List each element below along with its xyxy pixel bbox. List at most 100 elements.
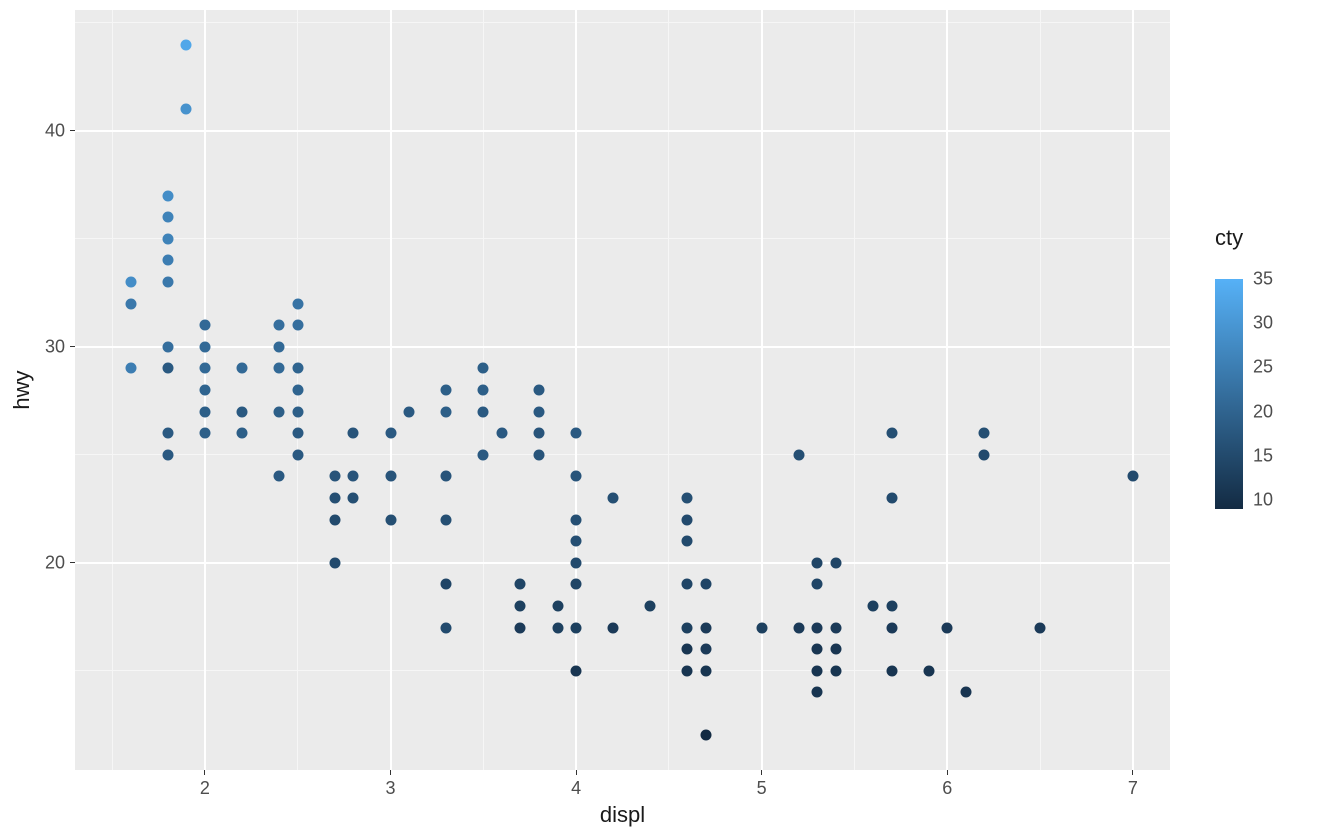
data-point [533,385,544,396]
data-point [125,298,136,309]
data-point [682,622,693,633]
data-point [515,600,526,611]
data-point [348,492,359,503]
data-point [1127,471,1138,482]
x-tick-mark [576,770,577,775]
data-point [812,557,823,568]
legend-tick-label: 35 [1253,269,1273,290]
data-point [237,363,248,374]
data-point [812,622,823,633]
data-point [496,428,507,439]
data-point [608,492,619,503]
gridline-x-minor [1040,10,1041,770]
x-tick-mark [390,770,391,775]
data-point [682,665,693,676]
legend-tick [1243,278,1248,280]
data-point [812,687,823,698]
data-point [125,277,136,288]
gridline-y-major [75,346,1170,348]
data-point [162,212,173,223]
data-point [199,428,210,439]
data-point [292,449,303,460]
data-point [571,428,582,439]
data-point [237,428,248,439]
data-point [979,449,990,460]
data-point [274,406,285,417]
data-point [608,622,619,633]
gridline-x-minor [668,10,669,770]
gridline-y-minor [75,22,1170,23]
data-point [793,622,804,633]
data-point [701,644,712,655]
gridline-y-minor [75,238,1170,239]
data-point [886,622,897,633]
color-legend: cty 101520253035 [1215,225,1243,509]
data-point [682,536,693,547]
data-point [162,255,173,266]
data-point [552,600,563,611]
x-tick-label: 4 [571,778,581,799]
data-point [886,665,897,676]
data-point [812,579,823,590]
data-point [830,557,841,568]
data-point [830,665,841,676]
data-point [385,428,396,439]
data-point [441,514,452,525]
data-point [162,341,173,352]
data-point [181,39,192,50]
data-point [701,665,712,676]
y-tick-label: 40 [39,120,65,141]
data-point [960,687,971,698]
data-point [404,406,415,417]
x-tick-mark [204,770,205,775]
data-point [441,579,452,590]
data-point [292,320,303,331]
y-tick-mark [70,346,75,347]
x-tick-mark [761,770,762,775]
legend-tick-label: 20 [1253,401,1273,422]
data-point [533,406,544,417]
x-axis-title: displ [600,802,645,828]
data-point [923,665,934,676]
legend-tick-label: 15 [1253,445,1273,466]
data-point [830,644,841,655]
data-point [162,190,173,201]
legend-tick [1243,455,1248,457]
data-point [329,557,340,568]
data-point [274,341,285,352]
data-point [571,579,582,590]
data-point [552,622,563,633]
data-point [682,492,693,503]
data-point [199,385,210,396]
data-point [701,579,712,590]
y-tick-mark [70,562,75,563]
data-point [645,600,656,611]
legend-tick [1243,411,1248,413]
data-point [292,406,303,417]
data-point [478,406,489,417]
y-tick-label: 30 [39,336,65,357]
data-point [812,665,823,676]
x-tick-mark [947,770,948,775]
legend-title: cty [1215,225,1243,251]
data-point [571,622,582,633]
data-point [385,514,396,525]
data-point [886,428,897,439]
data-point [682,514,693,525]
data-point [162,233,173,244]
data-point [181,104,192,115]
data-point [199,363,210,374]
y-tick-mark [70,130,75,131]
data-point [237,406,248,417]
data-point [348,471,359,482]
data-point [812,644,823,655]
data-point [329,471,340,482]
data-point [199,341,210,352]
gridline-x-minor [112,10,113,770]
gridline-x-major [946,10,948,770]
plot-panel [75,10,1170,770]
data-point [441,622,452,633]
data-point [1035,622,1046,633]
data-point [292,385,303,396]
data-point [274,363,285,374]
